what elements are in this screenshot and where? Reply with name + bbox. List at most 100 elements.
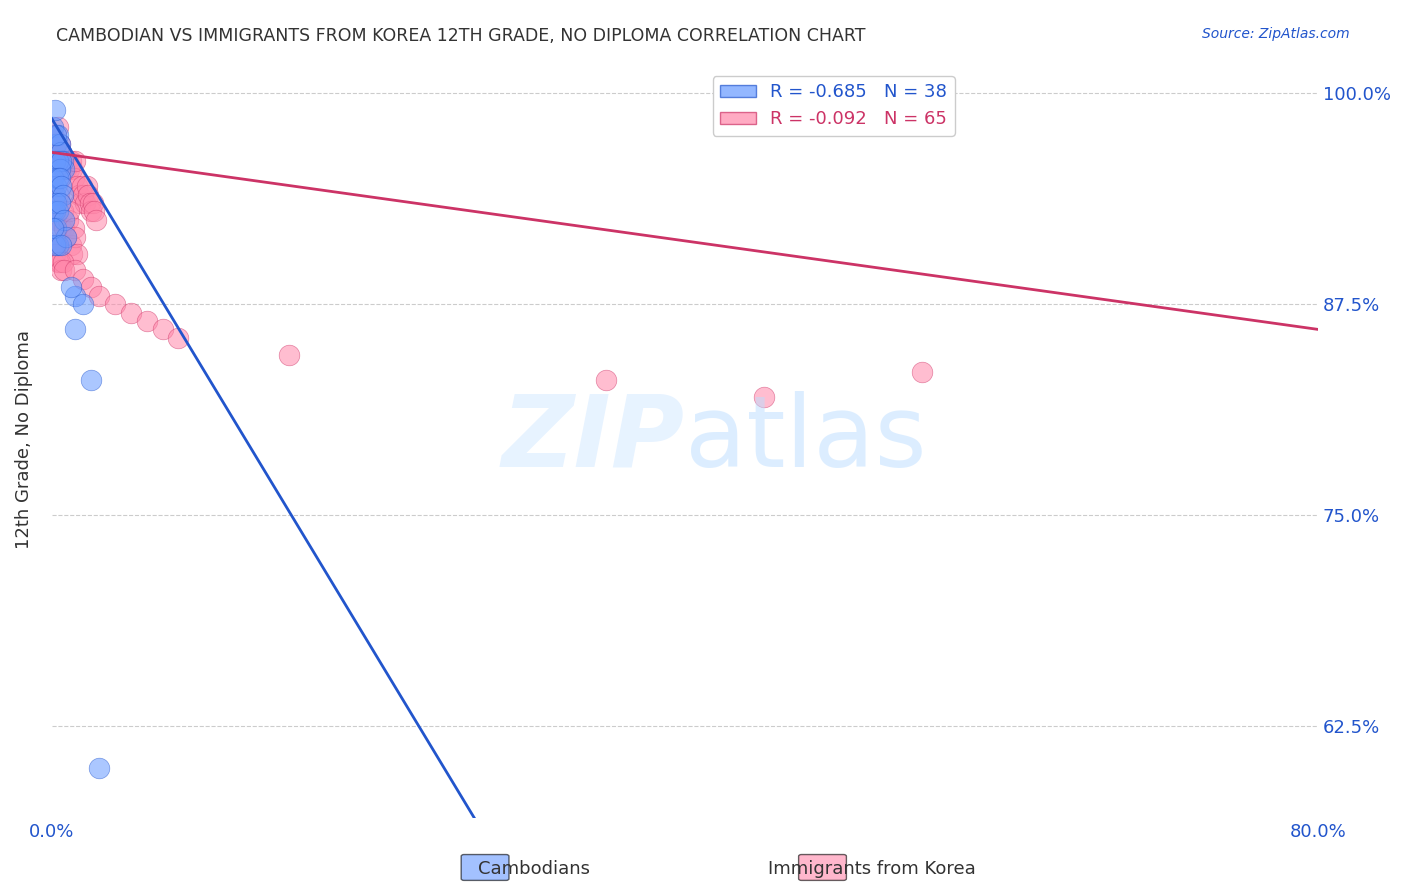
Point bbox=[53, 221, 76, 235]
Point bbox=[66, 179, 89, 194]
Point bbox=[65, 153, 87, 168]
Point bbox=[84, 212, 107, 227]
Text: atlas: atlas bbox=[685, 391, 927, 488]
Point bbox=[44, 103, 66, 118]
Point bbox=[45, 212, 67, 227]
Point bbox=[46, 170, 69, 185]
Point bbox=[65, 322, 87, 336]
Point bbox=[752, 390, 775, 404]
Point bbox=[45, 196, 67, 211]
Point bbox=[46, 153, 69, 168]
Point bbox=[120, 305, 142, 319]
Point bbox=[51, 145, 73, 160]
Text: ZIP: ZIP bbox=[502, 391, 685, 488]
Point bbox=[42, 221, 65, 235]
Point bbox=[83, 204, 105, 219]
Point bbox=[53, 162, 76, 177]
Point bbox=[65, 263, 87, 277]
Point bbox=[69, 196, 91, 211]
Point bbox=[72, 187, 94, 202]
Point bbox=[42, 170, 65, 185]
Point bbox=[45, 179, 67, 194]
Point bbox=[45, 128, 67, 143]
Legend: R = -0.685   N = 38, R = -0.092   N = 65: R = -0.685 N = 38, R = -0.092 N = 65 bbox=[713, 76, 955, 136]
Point bbox=[48, 255, 70, 269]
Point bbox=[77, 187, 100, 202]
Text: Cambodians: Cambodians bbox=[478, 860, 591, 878]
Point bbox=[63, 221, 86, 235]
Point bbox=[82, 196, 104, 211]
Point bbox=[44, 153, 66, 168]
Point bbox=[48, 196, 70, 211]
Point bbox=[44, 136, 66, 151]
Point bbox=[104, 297, 127, 311]
Point bbox=[46, 128, 69, 143]
Point bbox=[51, 179, 73, 194]
Point bbox=[80, 204, 103, 219]
Y-axis label: 12th Grade, No Diploma: 12th Grade, No Diploma bbox=[15, 329, 32, 549]
Point bbox=[48, 170, 70, 185]
Point bbox=[45, 221, 67, 235]
Point bbox=[46, 255, 69, 269]
Point bbox=[52, 255, 75, 269]
Point bbox=[72, 297, 94, 311]
Point bbox=[58, 204, 80, 219]
Point bbox=[52, 153, 75, 168]
Point bbox=[48, 196, 70, 211]
Point bbox=[46, 120, 69, 134]
Point bbox=[44, 246, 66, 260]
Point bbox=[60, 162, 83, 177]
Point bbox=[46, 187, 69, 202]
Point bbox=[53, 263, 76, 277]
Point bbox=[80, 373, 103, 387]
Text: Source: ZipAtlas.com: Source: ZipAtlas.com bbox=[1202, 27, 1350, 41]
Point bbox=[51, 263, 73, 277]
Point bbox=[51, 153, 73, 168]
Point bbox=[135, 314, 157, 328]
Point bbox=[72, 272, 94, 286]
Point bbox=[65, 229, 87, 244]
Point bbox=[76, 179, 98, 194]
Point bbox=[53, 153, 76, 168]
Point bbox=[55, 229, 77, 244]
Text: Immigrants from Korea: Immigrants from Korea bbox=[768, 860, 976, 878]
Point bbox=[42, 128, 65, 143]
Point bbox=[60, 246, 83, 260]
Point bbox=[66, 246, 89, 260]
Point bbox=[42, 238, 65, 252]
Point bbox=[89, 761, 111, 775]
Point bbox=[59, 153, 82, 168]
Point bbox=[44, 238, 66, 252]
Point bbox=[44, 204, 66, 219]
Point bbox=[44, 187, 66, 202]
Point bbox=[56, 153, 79, 168]
Point bbox=[59, 238, 82, 252]
Point bbox=[167, 331, 190, 345]
Point bbox=[46, 238, 69, 252]
Point bbox=[56, 212, 79, 227]
Point bbox=[80, 280, 103, 294]
Point bbox=[52, 204, 75, 219]
Point bbox=[63, 170, 86, 185]
Point bbox=[65, 288, 87, 302]
Point bbox=[595, 373, 617, 387]
Point bbox=[51, 145, 73, 160]
Point bbox=[79, 196, 101, 211]
Point bbox=[48, 162, 70, 177]
Point bbox=[73, 196, 96, 211]
Point bbox=[42, 120, 65, 134]
Point bbox=[42, 179, 65, 194]
Point bbox=[45, 238, 67, 252]
Point bbox=[911, 365, 934, 379]
Point bbox=[46, 204, 69, 219]
Point bbox=[45, 136, 67, 151]
Point bbox=[59, 280, 82, 294]
Point bbox=[52, 162, 75, 177]
Point bbox=[70, 179, 93, 194]
Point bbox=[45, 145, 67, 160]
Point bbox=[52, 187, 75, 202]
Point bbox=[53, 212, 76, 227]
Text: CAMBODIAN VS IMMIGRANTS FROM KOREA 12TH GRADE, NO DIPLOMA CORRELATION CHART: CAMBODIAN VS IMMIGRANTS FROM KOREA 12TH … bbox=[56, 27, 866, 45]
Point bbox=[278, 348, 301, 362]
Point bbox=[42, 204, 65, 219]
